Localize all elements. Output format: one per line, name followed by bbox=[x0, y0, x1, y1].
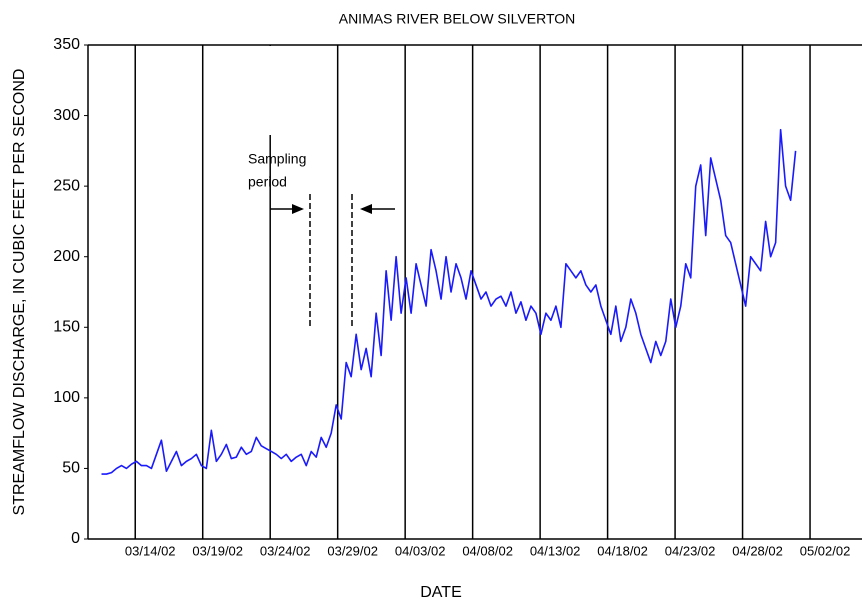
arrow-head bbox=[292, 204, 304, 214]
x-tick-label: 04/18/02 bbox=[597, 543, 648, 558]
annotation: period bbox=[248, 174, 287, 190]
x-tick-label: 04/28/02 bbox=[732, 543, 783, 558]
y-tick-label: 50 bbox=[62, 460, 80, 477]
x-axis-label: DATE bbox=[420, 584, 461, 599]
y-tick-label: 100 bbox=[53, 389, 80, 406]
y-tick-label: 150 bbox=[53, 319, 80, 336]
x-tick-label: 04/03/02 bbox=[395, 543, 446, 558]
x-tick-label: 05/02/02 bbox=[800, 543, 851, 558]
arrow-head bbox=[360, 204, 372, 214]
x-tick-label: 04/08/02 bbox=[462, 543, 513, 558]
annotation: Sampling bbox=[248, 151, 306, 167]
x-tick-label: 03/24/02 bbox=[260, 543, 311, 558]
y-axis-label: STREAMFLOW DISCHARGE, IN CUBIC FEET PER … bbox=[11, 69, 28, 516]
x-tick-label: 03/19/02 bbox=[192, 543, 243, 558]
chart-title: ANIMAS RIVER BELOW SILVERTON bbox=[339, 11, 576, 27]
x-tick-label: 04/13/02 bbox=[530, 543, 581, 558]
y-tick-label: 250 bbox=[53, 177, 80, 194]
y-tick-label: 0 bbox=[71, 530, 80, 547]
x-tick-label: 03/14/02 bbox=[125, 543, 176, 558]
x-tick-label: 03/29/02 bbox=[327, 543, 378, 558]
x-tick-label: 04/23/02 bbox=[665, 543, 716, 558]
y-tick-label: 300 bbox=[53, 107, 80, 124]
data-line bbox=[101, 128, 797, 475]
y-tick-label: 350 bbox=[53, 36, 80, 53]
annotation-mask bbox=[264, 46, 276, 135]
y-tick-label: 200 bbox=[53, 248, 80, 265]
